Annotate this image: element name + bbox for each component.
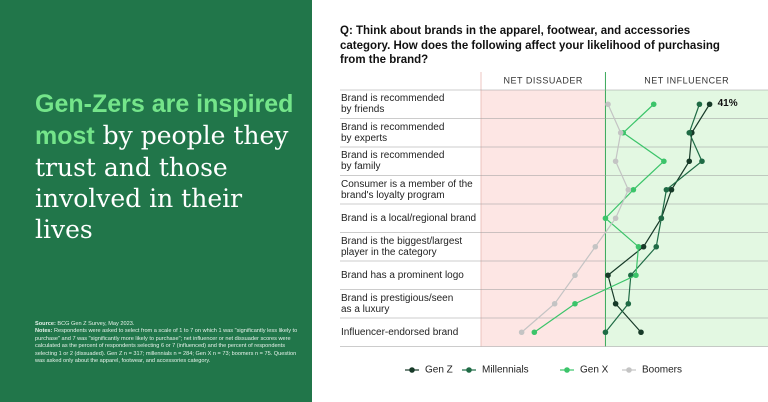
dot [602, 215, 609, 222]
dot [592, 243, 599, 250]
headline-highlight: Gen-Zers are inspired most [35, 90, 294, 150]
dot [686, 158, 693, 165]
dot [518, 329, 525, 336]
dot [663, 186, 670, 193]
legend-label: Gen X [580, 365, 609, 376]
legend-dot [409, 367, 415, 373]
source: BCG Gen Z Survey, May 2023. [55, 321, 135, 327]
zone-label: NET DISSUADER [504, 75, 583, 85]
left-panel: Gen-Zers are inspired most by people the… [0, 0, 312, 402]
category-label: Brand is the biggest/largest player in t… [341, 235, 463, 258]
notes-text: Respondents were asked to select from a … [35, 328, 298, 365]
legend-dot [626, 367, 632, 373]
dot [686, 129, 693, 136]
category-label: Influencer-endorsed brand [341, 326, 459, 338]
dot [650, 101, 657, 108]
dot [668, 186, 675, 193]
dot [551, 300, 558, 307]
dot [653, 243, 660, 250]
category-label: Brand is recommended by friends [341, 93, 445, 116]
legend-label: Millennials [482, 365, 529, 376]
category-label: Brand has a prominent logo [341, 269, 464, 281]
dot [605, 101, 611, 108]
category-label: Consumer is a member of the brand's loya… [341, 178, 473, 201]
dot [617, 129, 624, 136]
legend-dot [466, 367, 472, 373]
dot [625, 300, 632, 307]
category-label: Brand is recommended by family [341, 150, 445, 173]
dot [605, 272, 611, 279]
dot [602, 329, 609, 336]
category-label: Brand is a local/regional brand [341, 212, 477, 224]
influencer-zone [605, 90, 768, 347]
value-label: 41% [718, 98, 738, 109]
category-label: Brand is prestigious/seen as a luxury [341, 292, 454, 315]
notes-label: Notes: [35, 328, 53, 335]
dot [633, 272, 639, 279]
chart-title: Q: Think about brands in the apparel, fo… [340, 25, 720, 66]
dot [531, 329, 538, 336]
dot [696, 101, 703, 108]
dot [572, 300, 578, 307]
legend-dot [564, 367, 570, 373]
dissuader-zone [481, 90, 606, 347]
source-label: Source: [35, 321, 56, 327]
dot [612, 300, 619, 307]
notes: Source: BCG Gen Z Survey, May 2023. Notes… [35, 321, 305, 365]
dot [572, 272, 578, 279]
dot [612, 215, 619, 222]
dot [661, 158, 667, 165]
dot [658, 215, 665, 222]
dot [630, 186, 637, 193]
dot [638, 329, 644, 336]
dot [640, 243, 647, 250]
dot [635, 243, 642, 250]
headline-rest: by people they trust and those involved … [35, 121, 289, 244]
legend-label: Boomers [642, 365, 682, 376]
category-label: Brand is recommended by experts [341, 121, 445, 144]
zone-label: NET INFLUENCER [644, 75, 729, 85]
dot [612, 158, 619, 165]
dot [706, 101, 713, 108]
dot [625, 186, 632, 193]
headline: Gen-Zers are inspired most by people the… [35, 88, 295, 245]
dot [699, 158, 705, 165]
legend-label: Gen Z [425, 365, 453, 376]
